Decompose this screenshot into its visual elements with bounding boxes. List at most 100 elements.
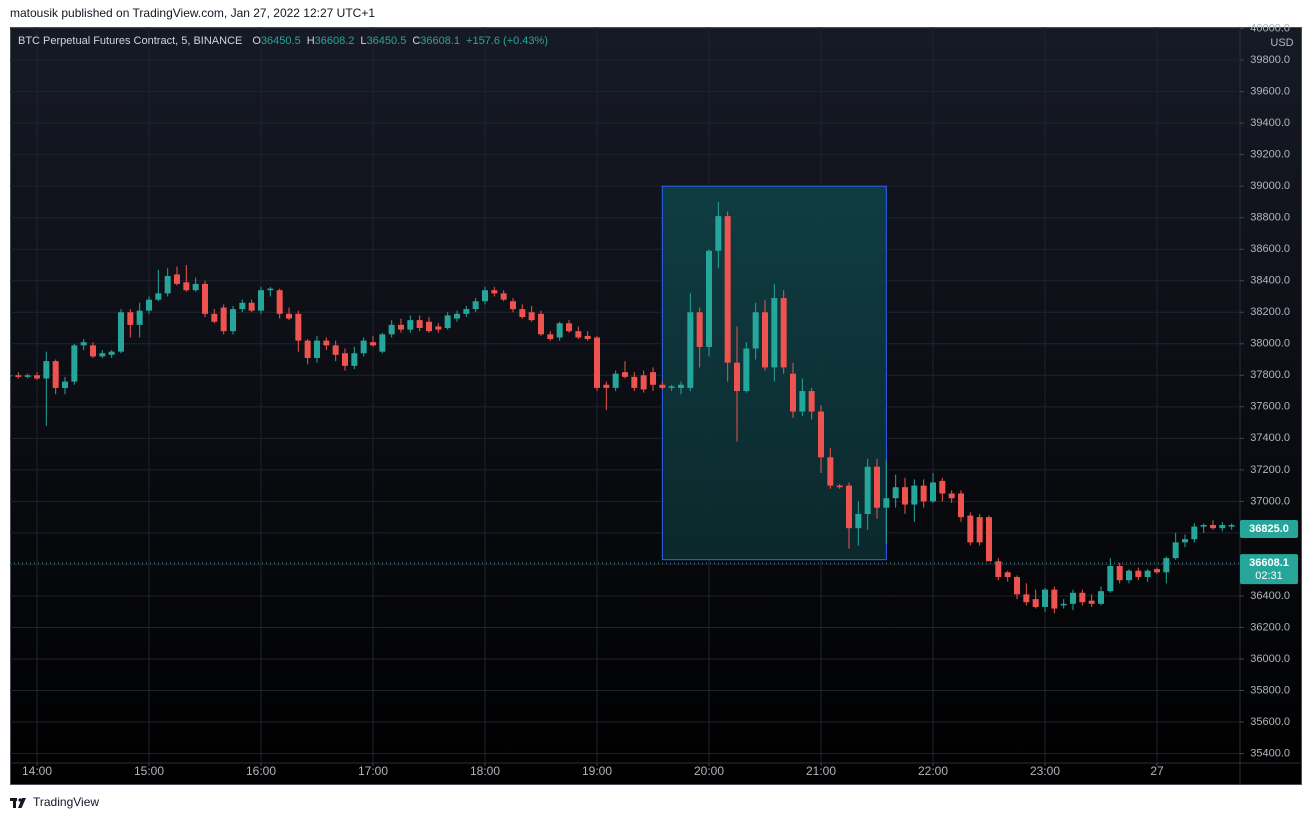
candle-body (267, 288, 274, 291)
candle-body (911, 485, 918, 505)
candle-body (1042, 589, 1048, 607)
y-tick-label: 35800.0 (1250, 684, 1290, 696)
y-tick-label: 38000.0 (1250, 338, 1290, 350)
candle-body (958, 493, 964, 518)
x-tick-label: 17:00 (358, 764, 388, 778)
candle-body (687, 312, 694, 388)
candle-body (771, 298, 778, 368)
grid (10, 27, 1240, 763)
candle-body (183, 282, 190, 291)
candle-body (192, 283, 199, 291)
candle-body (1014, 577, 1020, 595)
candle-body (388, 324, 395, 335)
candle-body (71, 345, 78, 382)
candle-body (286, 313, 292, 319)
x-tick-label: 18:00 (470, 764, 500, 778)
candle-body (510, 301, 516, 310)
chart-frame (10, 27, 1302, 785)
candle-body (715, 216, 722, 251)
candle-body (472, 301, 479, 310)
candle-body (1070, 592, 1076, 604)
candle-body (808, 391, 815, 412)
x-tick-label: 21:00 (806, 764, 836, 778)
candle-body (1228, 525, 1235, 527)
candle-body (202, 283, 208, 314)
candle-body (174, 274, 180, 284)
candle-body (15, 375, 22, 377)
candle-body (136, 310, 143, 325)
candle-body (752, 312, 759, 349)
candle-body (1088, 600, 1095, 604)
y-tick-label: 38800.0 (1250, 212, 1290, 224)
price-label: 36825.0 (1249, 523, 1289, 535)
candle-body (603, 384, 610, 388)
candle-body (248, 302, 255, 311)
candle-body (146, 299, 152, 311)
footer-logo (10, 798, 26, 808)
y-tick-label: 36200.0 (1250, 621, 1290, 633)
y-tick-label: 37200.0 (1250, 464, 1290, 476)
candle-body (883, 498, 890, 508)
candle-body (743, 348, 750, 392)
candle-body (360, 340, 367, 354)
candle-body (892, 487, 899, 499)
candle-body (295, 313, 302, 341)
candle-body (323, 340, 330, 346)
legend-high: 36608.2 (315, 35, 355, 47)
candle-body (696, 312, 703, 347)
candle-body (379, 334, 386, 352)
candle-body (668, 386, 675, 388)
x-tick-label: 14:00 (22, 764, 52, 778)
candle-body (34, 375, 40, 379)
candle-body (444, 315, 451, 329)
candle-body (500, 293, 507, 300)
x-tick-label: 22:00 (918, 764, 948, 778)
candle-body (239, 302, 246, 310)
candle-body (780, 298, 787, 368)
candle-body (995, 561, 1002, 578)
y-tick-label: 38200.0 (1250, 306, 1290, 318)
legend-open: 36450.5 (261, 35, 301, 47)
footer-brand: TradingView (33, 795, 99, 809)
candle-body (678, 384, 684, 388)
x-tick-label: 23:00 (1030, 764, 1060, 778)
candle-body (491, 290, 498, 294)
candle-body (827, 457, 834, 486)
candle-body (1219, 525, 1226, 529)
candle-body (519, 309, 526, 317)
candle-body (1004, 572, 1011, 578)
candle-body (864, 466, 871, 514)
candle-body (948, 493, 955, 499)
candle-body (547, 334, 554, 340)
candle-body (1163, 558, 1170, 573)
candle-body (435, 326, 442, 330)
candle-body (463, 309, 470, 314)
candle-body (622, 372, 628, 377)
x-tick-label: 16:00 (246, 764, 276, 778)
y-tick-label: 39000.0 (1250, 180, 1290, 192)
candle-body (566, 323, 572, 332)
candle-body (538, 313, 544, 335)
x-tick-label: 20:00 (694, 764, 724, 778)
x-tick-label: 27 (1150, 764, 1164, 778)
candle-body (799, 391, 806, 412)
candle-body (276, 290, 283, 314)
y-tick-label: 35600.0 (1250, 716, 1290, 728)
candle-body (528, 312, 535, 321)
candle-body (762, 312, 768, 368)
candle-body (304, 340, 311, 358)
candle-body (1060, 603, 1067, 606)
candle-body (258, 290, 264, 311)
candle-body (211, 313, 218, 322)
candle-body (155, 293, 162, 300)
y-tick-label: 35400.0 (1250, 747, 1290, 759)
candle-body (426, 321, 432, 332)
candle-body (920, 485, 927, 502)
price-label-box (1240, 554, 1298, 585)
candle-body (976, 517, 983, 543)
candle-body (342, 353, 348, 366)
legend-o-label: O (252, 35, 261, 47)
candle-body (556, 323, 563, 338)
y-tick-label: 38400.0 (1250, 275, 1290, 287)
candle-body (1200, 525, 1207, 527)
